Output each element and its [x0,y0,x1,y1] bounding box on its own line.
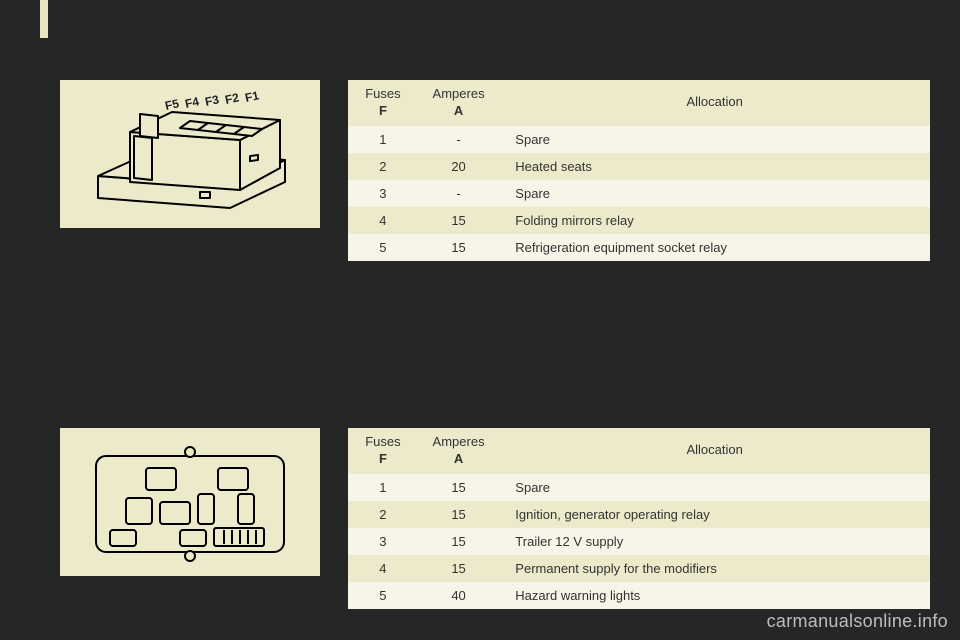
col-fuses: Fuses F [348,80,418,126]
table-row: 415Folding mirrors relay [348,207,930,234]
cell-a: - [418,180,499,207]
cell-alloc: Permanent supply for the modifiers [499,555,930,582]
cell-alloc: Spare [499,126,930,153]
cell-a: 20 [418,153,499,180]
table-row: 515Refrigeration equipment socket relay [348,234,930,261]
cell-f: 5 [348,582,418,609]
col-fuses-label: Fuses [365,434,400,449]
cell-alloc: Heated seats [499,153,930,180]
cell-alloc: Refrigeration equipment socket relay [499,234,930,261]
cell-a: 15 [418,207,499,234]
table-row: 540Hazard warning lights [348,582,930,609]
fusebox-diagram-1: F5 F4 F3 F2 F1 [60,80,320,228]
table-row: 1-Spare [348,126,930,153]
col-allocation-label: Allocation [686,442,742,457]
col-amperes-label: Amperes [433,434,485,449]
col-fuses-bold: F [379,103,387,118]
cell-f: 5 [348,234,418,261]
cell-a: 15 [418,234,499,261]
cell-f: 2 [348,153,418,180]
col-fuses: Fuses F [348,428,418,474]
cell-a: 15 [418,528,499,555]
col-amperes-bold: A [454,451,463,466]
section-top: F5 F4 F3 F2 F1 Fuses F Amperes A [60,80,930,261]
cell-a: 15 [418,555,499,582]
col-amperes: Amperes A [418,80,499,126]
cell-f: 3 [348,180,418,207]
col-allocation-label: Allocation [686,94,742,109]
accent-bar [40,0,48,38]
watermark: carmanualsonline.info [767,611,948,632]
table-row: 415Permanent supply for the modifiers [348,555,930,582]
col-allocation: Allocation [499,428,930,474]
cell-f: 1 [348,126,418,153]
table-row: 115Spare [348,474,930,501]
fuse-label-f3: F3 [204,92,221,109]
fuse-table-2: Fuses F Amperes A Allocation 115Spare 21… [348,428,930,609]
table-row: 220Heated seats [348,153,930,180]
cell-f: 2 [348,501,418,528]
cell-alloc: Spare [499,180,930,207]
fuse-label-f1: F1 [244,90,261,105]
section-bottom: Fuses F Amperes A Allocation 115Spare 21… [60,428,930,609]
cell-alloc: Spare [499,474,930,501]
fuse-label-f5: F5 [164,96,181,113]
fuse-label-f2: F2 [224,90,241,107]
fuse-label-f4: F4 [184,94,201,111]
table-row: 3-Spare [348,180,930,207]
cell-alloc: Folding mirrors relay [499,207,930,234]
cell-alloc: Hazard warning lights [499,582,930,609]
cell-a: - [418,126,499,153]
fusebox-diagram-2 [60,428,320,576]
fuse-table-1: Fuses F Amperes A Allocation 1-Spare 220… [348,80,930,261]
table-row: 215Ignition, generator operating relay [348,501,930,528]
table-row: 315Trailer 12 V supply [348,528,930,555]
col-amperes: Amperes A [418,428,499,474]
col-amperes-bold: A [454,103,463,118]
cell-alloc: Trailer 12 V supply [499,528,930,555]
cell-alloc: Ignition, generator operating relay [499,501,930,528]
cell-a: 15 [418,474,499,501]
cell-f: 1 [348,474,418,501]
cell-f: 3 [348,528,418,555]
col-allocation: Allocation [499,80,930,126]
cell-f: 4 [348,207,418,234]
cell-f: 4 [348,555,418,582]
cell-a: 15 [418,501,499,528]
col-fuses-bold: F [379,451,387,466]
col-amperes-label: Amperes [433,86,485,101]
cell-a: 40 [418,582,499,609]
col-fuses-label: Fuses [365,86,400,101]
